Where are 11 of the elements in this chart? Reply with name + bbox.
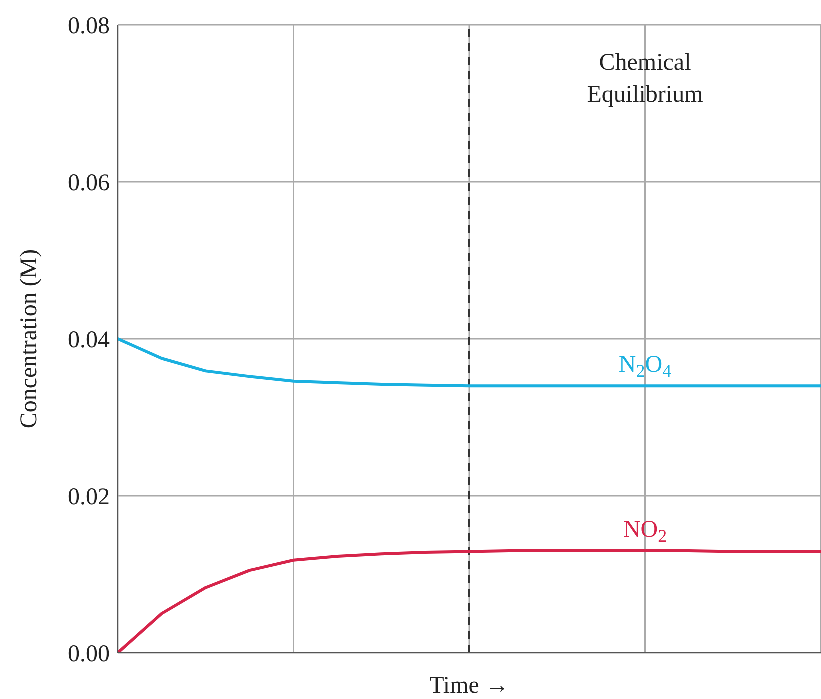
x-axis-title: Time → bbox=[430, 673, 510, 699]
y-tick-label: 0.02 bbox=[68, 484, 110, 511]
y-tick-label: 0.08 bbox=[68, 14, 110, 40]
y-axis-title: Concentration (M) bbox=[16, 249, 43, 429]
series-label: NO$_{2}$ bbox=[623, 516, 668, 546]
text: Chemical Equilibrium bbox=[587, 50, 704, 108]
y-tick-label: 0.06 bbox=[68, 170, 110, 197]
y-tick-label: 0.00 bbox=[68, 642, 110, 668]
line-series bbox=[116, 338, 821, 388]
y-tick-label: 0.04 bbox=[68, 328, 110, 354]
series-label: N$_{2}$O$_{4}$ bbox=[618, 352, 672, 382]
